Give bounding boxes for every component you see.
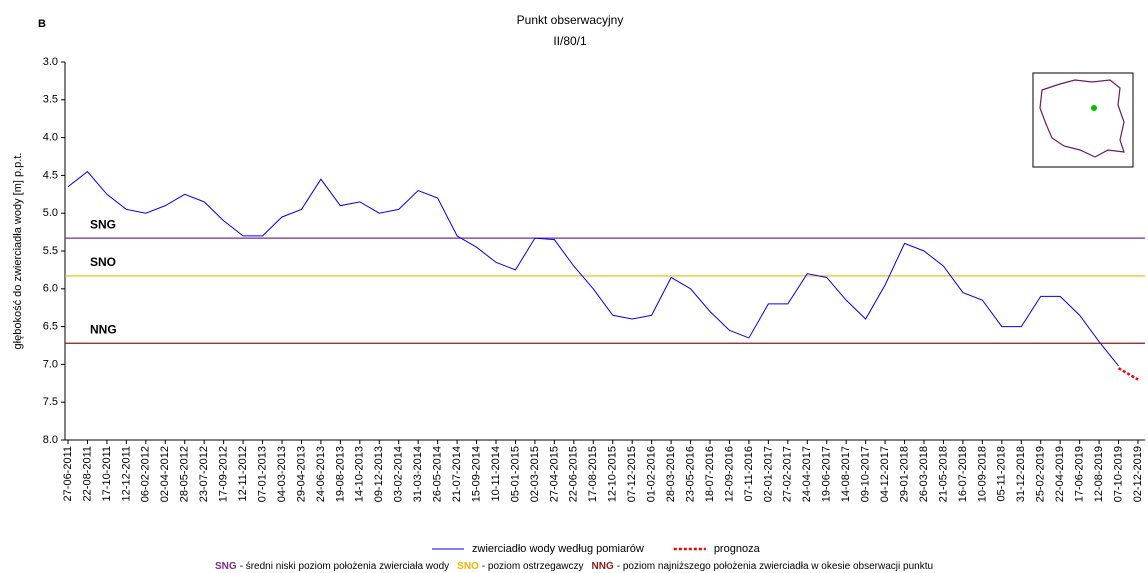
x-tick-label: 09-10-2017 [860, 446, 872, 502]
footnote-code: NNG [592, 561, 614, 572]
x-tick-label: 19-06-2017 [821, 446, 833, 502]
y-tick-label: 4.0 [43, 132, 58, 144]
chart-title: Punkt obserwacyjny [517, 13, 624, 27]
x-tick-label: 26-03-2018 [918, 446, 930, 502]
x-tick-label: 10-09-2018 [976, 446, 988, 502]
x-tick-label: 10-11-2014 [490, 446, 502, 501]
panel-label: B [38, 18, 46, 30]
x-tick-label: 28-05-2012 [179, 446, 191, 502]
x-tick-label: 24-04-2017 [801, 446, 813, 502]
x-tick-label: 21-05-2018 [937, 446, 949, 502]
x-tick-label: 01-02-2016 [646, 446, 658, 502]
x-tick-label: 18-07-2016 [704, 446, 716, 502]
footnote-code: SNG [215, 561, 237, 572]
x-tick-label: 09-12-2013 [373, 446, 385, 502]
x-tick-label: 02-03-2015 [529, 446, 541, 502]
x-tick-label: 29-01-2018 [898, 446, 910, 502]
reference-label: NNG [90, 322, 117, 336]
x-tick-label: 12-12-2011 [120, 446, 132, 501]
footnote-text: - poziom najniższego położenia zwierciad… [617, 561, 933, 572]
footnote-code: SNO [457, 561, 479, 572]
x-tick-label: 02-01-2017 [762, 446, 774, 502]
y-axis-label: głębokość do zwierciadła wody [m] p.p.t. [12, 153, 24, 350]
x-tick-label: 04-03-2013 [276, 446, 288, 502]
legend-label: zwierciadło wody według pomiarów [472, 543, 644, 555]
x-tick-label: 15-09-2014 [470, 446, 482, 502]
x-tick-label: 07-11-2016 [743, 446, 755, 501]
x-tick-label: 22-04-2019 [1054, 446, 1066, 502]
x-tick-label: 04-12-2017 [879, 446, 891, 502]
x-tick-label: 22-06-2015 [568, 446, 580, 502]
map-inset [1032, 72, 1134, 168]
x-tick-label: 22-08-2011 [81, 446, 93, 501]
reference-label: SNG [90, 217, 116, 231]
map-outline [1039, 79, 1125, 158]
x-tick-label: 21-07-2014 [451, 446, 463, 502]
x-tick-label: 17-09-2012 [218, 446, 230, 502]
legend-label: prognoza [714, 543, 761, 555]
x-tick-label: 27-06-2011 [62, 446, 74, 501]
footnote: SNG - średni niski poziom położenia zwier… [215, 561, 933, 572]
x-tick-label: 29-04-2013 [295, 446, 307, 502]
x-tick-label: 31-12-2018 [1015, 446, 1027, 502]
x-tick-label: 27-02-2017 [782, 446, 794, 502]
x-tick-label: 17-08-2015 [587, 446, 599, 502]
x-tick-label: 23-05-2016 [684, 446, 696, 502]
x-tick-label: 06-02-2012 [140, 446, 152, 502]
data-line [1117, 367, 1139, 381]
data-line [67, 170, 1119, 367]
x-tick-label: 12-08-2019 [1093, 446, 1105, 502]
y-tick-label: 6.5 [43, 321, 58, 333]
x-tick-label: 24-06-2013 [315, 446, 327, 502]
x-tick-label: 12-09-2016 [723, 446, 735, 502]
x-tick-label: 07-12-2015 [626, 446, 638, 502]
x-tick-label: 03-02-2014 [393, 446, 405, 502]
x-tick-label: 02-12-2019 [1132, 446, 1144, 502]
y-tick-label: 3.5 [43, 94, 58, 106]
x-tick-label: 07-01-2013 [256, 446, 268, 502]
x-tick-label: 17-06-2019 [1074, 446, 1086, 502]
chart-subtitle: II/80/1 [553, 34, 587, 48]
footnote-text: - średni niski poziom położenia zwiercia… [240, 561, 450, 572]
x-tick-label: 02-04-2012 [159, 446, 171, 502]
x-tick-label: 17-10-2011 [101, 446, 113, 501]
x-tick-label: 26-05-2014 [432, 446, 444, 502]
y-tick-label: 5.0 [43, 207, 58, 219]
x-tick-label: 28-03-2016 [665, 446, 677, 502]
x-tick-label: 27-04-2015 [548, 446, 560, 502]
x-tick-label: 12-10-2015 [607, 446, 619, 502]
y-tick-label: 3.0 [43, 56, 58, 68]
x-tick-label: 05-01-2015 [509, 446, 521, 502]
x-tick-label: 23-07-2012 [198, 446, 210, 502]
footnote-text: - poziom ostrzegawczy [482, 561, 584, 572]
x-tick-label: 14-08-2017 [840, 446, 852, 502]
map-point [1091, 105, 1097, 111]
x-tick-label: 05-11-2018 [996, 446, 1008, 501]
y-tick-label: 8.0 [43, 434, 58, 446]
x-tick-label: 07-10-2019 [1112, 446, 1124, 502]
x-tick-label: 31-03-2014 [412, 446, 424, 502]
reference-label: SNO [90, 255, 116, 269]
y-tick-label: 6.0 [43, 283, 58, 295]
x-tick-label: 12-11-2012 [237, 446, 249, 501]
y-tick-label: 7.0 [43, 358, 58, 370]
x-tick-label: 16-07-2018 [957, 446, 969, 502]
x-tick-label: 14-10-2013 [354, 446, 366, 502]
x-tick-label: 19-08-2013 [334, 446, 346, 502]
y-tick-label: 5.5 [43, 245, 58, 257]
y-tick-label: 7.5 [43, 396, 58, 408]
x-tick-label: 25-02-2019 [1035, 446, 1047, 502]
y-tick-label: 4.5 [43, 169, 58, 181]
